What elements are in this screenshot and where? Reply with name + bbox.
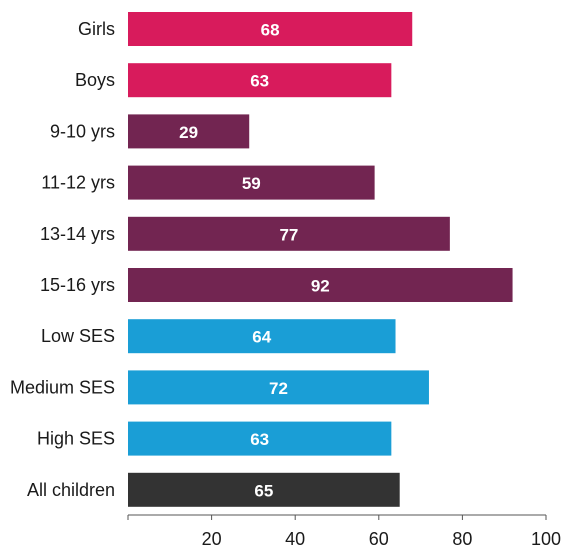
x-tick-label-20: 20 <box>202 529 222 549</box>
value-label-9-10-yrs: 29 <box>179 123 198 142</box>
category-label-11-12-yrs: 11-12 yrs <box>41 173 115 193</box>
x-axis: 20 40 60 80 100 <box>127 514 561 549</box>
bar-high-ses <box>128 421 392 456</box>
bar-11-12-yrs <box>128 165 375 200</box>
x-tick-label-60: 60 <box>369 529 389 549</box>
value-label-all-children: 65 <box>254 481 273 500</box>
category-labels: Girls Boys 9-10 yrs 11-12 yrs 13-14 yrs 15-16… <box>10 19 115 500</box>
bar-girls <box>128 12 413 46</box>
category-label-low-ses: Low SES <box>41 326 115 346</box>
bar-boys <box>128 63 392 98</box>
value-labels: 68 63 29 59 77 92 64 72 63 65 <box>179 21 330 501</box>
bar-9-10-yrs <box>128 114 250 149</box>
x-tick-label-100: 100 <box>531 529 561 549</box>
bar-15-16-yrs <box>128 268 513 302</box>
category-label-15-16-yrs: 15-16 yrs <box>40 275 115 295</box>
category-label-9-10-yrs: 9-10 yrs <box>50 121 115 141</box>
bar-medium-ses <box>128 370 429 405</box>
bars-layer <box>128 12 513 507</box>
category-label-13-14-yrs: 13-14 yrs <box>40 224 115 244</box>
value-label-medium-ses: 72 <box>269 379 288 398</box>
value-label-11-12-yrs: 59 <box>242 174 261 193</box>
bar-all-children <box>128 472 400 507</box>
value-label-boys: 63 <box>250 72 269 91</box>
category-label-high-ses: High SES <box>37 429 115 449</box>
bar-low-ses <box>128 319 396 354</box>
value-label-15-16-yrs: 92 <box>311 277 330 296</box>
category-label-girls: Girls <box>78 19 115 39</box>
x-tick-label-40: 40 <box>285 529 305 549</box>
category-label-boys: Boys <box>75 70 115 90</box>
category-label-all-children: All children <box>27 480 115 500</box>
value-label-high-ses: 63 <box>250 430 269 449</box>
value-label-low-ses: 64 <box>252 328 271 347</box>
value-label-girls: 68 <box>261 21 280 40</box>
value-label-13-14-yrs: 77 <box>279 225 298 244</box>
category-label-medium-ses: Medium SES <box>10 377 115 397</box>
bar-13-14-yrs <box>128 216 450 251</box>
x-tick-label-80: 80 <box>452 529 472 549</box>
